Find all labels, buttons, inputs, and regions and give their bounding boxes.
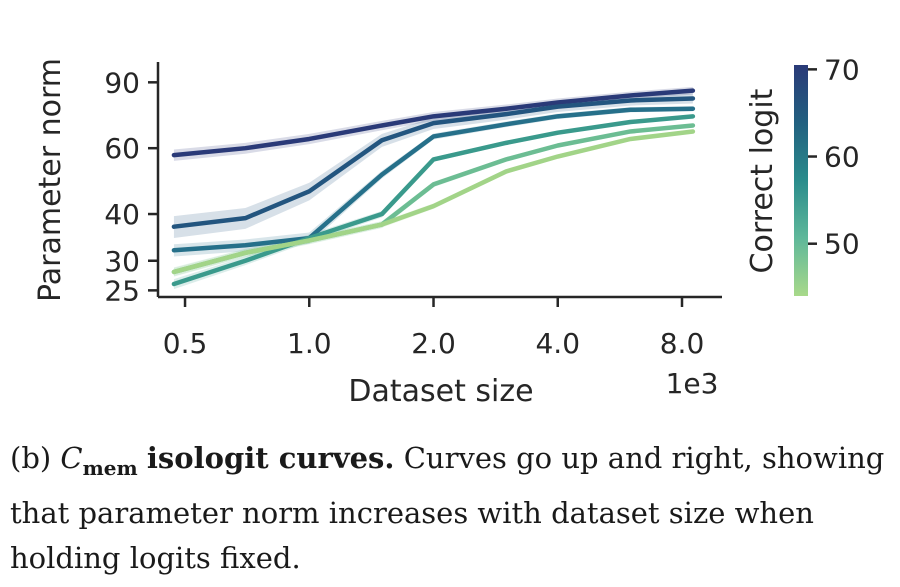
- series-line: [171, 129, 696, 275]
- caption-cmem-main: C: [60, 441, 83, 475]
- colorbar-ticks: 50 60 70: [808, 53, 860, 261]
- axes: [156, 62, 722, 299]
- y-axis-label: Parameter norm: [33, 58, 68, 302]
- caption-body: Curves go up and right, showing that par…: [10, 441, 885, 575]
- x-offset-label: 1e3: [666, 367, 719, 400]
- x-tick-label: 4.0: [535, 327, 580, 360]
- caption-cmem-symbol: Cmem: [60, 441, 137, 480]
- series-line: [171, 114, 696, 287]
- x-tick-label: 1.0: [287, 327, 332, 360]
- x-ticks: 0.5 1.0 2.0 4.0 8.0: [163, 297, 705, 360]
- series-confidence-band: [173, 114, 693, 290]
- caption-bold-title: isologit curves.: [146, 441, 395, 475]
- figure-caption: (b) Cmem isologit curves. Curves go up a…: [10, 436, 895, 581]
- y-tick-label: 40: [104, 198, 140, 231]
- y-tick-label: 60: [104, 132, 140, 165]
- series-line: [171, 88, 696, 158]
- colorbar-tick-label: 50: [824, 228, 860, 261]
- y-tick-label: 25: [104, 274, 140, 307]
- colorbar-tick-label: 70: [824, 53, 860, 86]
- series-lines: [171, 88, 696, 287]
- colorbar-tick-label: 60: [824, 141, 860, 174]
- colorbar: 50 60 70 Correct logit: [745, 53, 860, 296]
- caption-cmem-subscript: mem: [82, 455, 138, 480]
- x-axis-label: Dataset size: [348, 374, 533, 409]
- series-line: [171, 96, 696, 229]
- colorbar-gradient: [794, 65, 808, 296]
- y-tick-label: 30: [104, 245, 140, 278]
- x-tick-label: 8.0: [660, 327, 705, 360]
- x-tick-label: 2.0: [411, 327, 456, 360]
- series-line: [171, 106, 696, 253]
- x-tick-label: 0.5: [163, 327, 208, 360]
- colorbar-label: Correct logit: [745, 88, 780, 273]
- series-confidence-band: [173, 93, 693, 239]
- caption-figure-label: (b): [10, 441, 52, 475]
- y-tick-label: 90: [104, 66, 140, 99]
